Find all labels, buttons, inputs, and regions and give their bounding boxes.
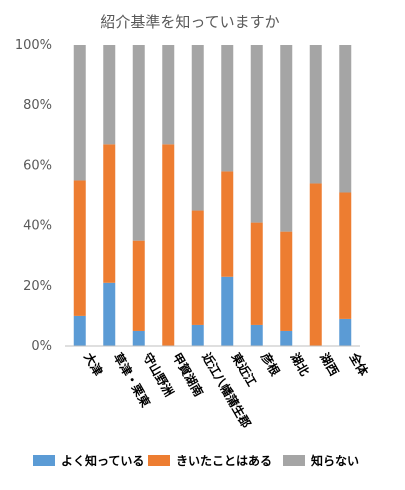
x-tick-label: 湖西 [317, 350, 342, 378]
bar-segment-unknown-5 [221, 45, 234, 172]
bar-segment-unknown-3 [162, 45, 175, 145]
bar-segment-known-2 [132, 330, 145, 346]
bar-segment-unknown-9 [339, 45, 352, 193]
bar-segment-known-9 [339, 318, 352, 346]
y-tick-label: 0% [31, 339, 52, 354]
bar-segment-heard-0 [73, 180, 86, 316]
y-tick-label: 100% [15, 38, 52, 53]
bar-segment-heard-8 [309, 183, 322, 346]
bar-segment-heard-1 [103, 144, 116, 283]
bar-segment-unknown-2 [132, 45, 145, 241]
x-tick-label: 彦根 [258, 350, 283, 378]
legend: よく知っている きいたことはある 知らない [33, 453, 359, 468]
x-tick-label: 東近江 [229, 350, 260, 389]
y-tick-label: 40% [23, 219, 52, 234]
bar-segment-unknown-6 [250, 45, 263, 223]
legend-swatch [283, 455, 305, 466]
y-tick-label: 60% [23, 158, 52, 173]
bar-segment-heard-7 [280, 231, 293, 331]
legend-swatch [33, 455, 55, 466]
bar-segment-heard-2 [132, 240, 145, 331]
legend-label: よく知っている [61, 453, 144, 468]
bar-segment-known-1 [103, 282, 116, 346]
legend-swatch [148, 455, 170, 466]
bars [73, 45, 352, 346]
bar-segment-unknown-1 [103, 45, 116, 145]
bar-segment-unknown-4 [191, 45, 204, 211]
x-tick-label: 湖北 [288, 350, 313, 378]
bar-segment-known-5 [221, 276, 234, 346]
chart-title: 紹介基準を知っていますか [100, 13, 279, 31]
legend-label: きいたことはある [176, 454, 272, 468]
bar-segment-heard-9 [339, 192, 352, 319]
bar-segment-heard-4 [191, 210, 204, 325]
legend-label: 知らない [310, 453, 359, 468]
y-tick-label: 20% [23, 279, 52, 294]
bar-segment-unknown-8 [309, 45, 322, 184]
bar-segment-heard-3 [162, 144, 175, 346]
bar-segment-known-0 [73, 315, 86, 346]
bar-segment-known-6 [250, 324, 263, 346]
x-tick-label: 大津 [81, 350, 106, 378]
bar-segment-known-4 [191, 324, 204, 346]
bar-segment-known-7 [280, 330, 293, 346]
bar-segment-unknown-7 [280, 45, 293, 232]
y-axis: 0% 20% 40% 60% 80% 100% [15, 38, 52, 354]
bar-segment-unknown-0 [73, 45, 86, 181]
x-tick-label: 全体 [346, 349, 372, 379]
bar-segment-heard-5 [221, 171, 234, 277]
y-tick-label: 80% [23, 98, 52, 113]
bar-segment-heard-6 [250, 222, 263, 325]
